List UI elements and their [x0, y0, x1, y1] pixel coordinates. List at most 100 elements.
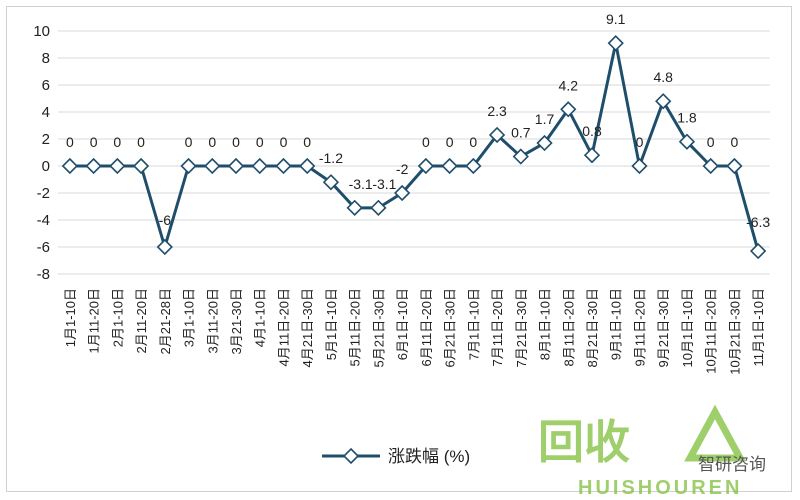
data-point-marker	[61, 157, 78, 175]
x-tick-label: 2月11-20日	[134, 288, 149, 354]
y-tick-label: 4	[42, 104, 50, 121]
data-point-marker	[109, 157, 126, 175]
watermark-title: 回收	[538, 416, 630, 468]
data-point-marker	[346, 199, 363, 216]
data-label: 0	[256, 134, 264, 150]
data-point-marker	[583, 147, 601, 164]
y-tick-label: -6	[37, 239, 50, 256]
x-tick-label: 7月21日-30日	[514, 288, 529, 367]
data-point-marker	[678, 133, 696, 150]
x-tick-label: 8月1日-10日	[538, 288, 553, 360]
chart-frame	[6, 6, 792, 492]
x-tick-label: 3月11-20日	[205, 288, 220, 354]
data-point-marker	[536, 134, 553, 152]
data-label: 0	[90, 134, 98, 150]
legend: 涨跌幅 (%)	[322, 447, 470, 466]
data-label: 0	[113, 134, 121, 150]
data-point-marker	[156, 238, 173, 256]
y-tick-label: -8	[37, 266, 50, 283]
data-point-marker	[560, 101, 577, 118]
x-tick-label: 8月21日-30日	[585, 288, 600, 367]
data-label: -6.3	[746, 214, 770, 230]
data-label: 0	[636, 134, 644, 150]
data-point-marker	[417, 157, 434, 175]
data-point-marker	[512, 148, 529, 165]
x-tick-label: 3月1-10日	[182, 288, 197, 347]
data-point-marker	[441, 157, 458, 175]
data-label: 0.8	[582, 123, 602, 139]
x-tick-label: 1月11-20日	[87, 288, 102, 354]
x-tick-label: 10月11日-20日	[704, 288, 719, 374]
x-tick-label: 10月1日-10日	[680, 288, 695, 367]
data-label: 0.7	[511, 125, 531, 141]
y-tick-label: 2	[42, 131, 50, 148]
data-point-marker	[631, 157, 648, 175]
x-tick-label: 4月11日-20日	[276, 288, 291, 367]
y-tick-label: 0	[42, 158, 50, 175]
x-tick-label: 1月1-10日	[63, 288, 78, 347]
data-label: -1.2	[319, 150, 343, 166]
y-tick-label: 10	[33, 23, 50, 40]
data-label: 2.3	[487, 103, 507, 119]
data-point-marker	[750, 242, 767, 260]
data-label: 0	[446, 134, 454, 150]
x-tick-label: 6月21日-30日	[443, 288, 458, 367]
x-tick-label: 9月21日-30日	[656, 288, 671, 367]
x-tick-label: 6月1日-10日	[395, 288, 410, 360]
x-axis-ticks: 1月1-10日 1月11-20日 2月1-10日 2月11-20日 2月21-28日 3月…	[63, 288, 766, 375]
x-tick-label: 7月1日-10日	[466, 288, 481, 360]
data-point-marker	[322, 174, 340, 191]
data-point-marker	[607, 35, 624, 52]
data-label: 0	[66, 134, 74, 150]
x-tick-label: 5月11日-20日	[348, 288, 363, 367]
x-tick-label: 4月1-10日	[253, 288, 268, 347]
x-tick-label: 11月1日-10日	[751, 288, 766, 367]
y-tick-label: 8	[42, 50, 50, 67]
x-tick-label: 10月21日-30日	[727, 288, 742, 375]
series-layer	[61, 35, 767, 260]
x-tick-label: 5月21日-30日	[371, 288, 386, 367]
x-tick-label: 6月11日-20日	[419, 288, 434, 367]
data-point-marker	[394, 184, 411, 202]
gridlines	[58, 30, 770, 275]
x-tick-label: 9月1日-10日	[609, 288, 624, 360]
data-label: 1.7	[535, 111, 555, 127]
data-label: 0	[731, 134, 739, 150]
data-point-marker	[488, 126, 506, 144]
data-label: 0	[185, 134, 193, 150]
data-point-marker	[275, 157, 292, 175]
y-axis-ticks: 10 8 6 4 2 0 -2 -4 -6 -8	[33, 23, 50, 283]
data-labels: 0 0 0 0-60 0 0 0 0 0-1.2-3.1 -3.1-20 0 02.30.71.74.…	[66, 11, 770, 230]
watermark-logo-icon	[684, 404, 746, 462]
data-label: -2	[396, 161, 409, 177]
data-label: -6	[159, 212, 172, 228]
data-point-marker	[299, 157, 316, 175]
x-tick-label: 3月21-30日	[229, 288, 244, 354]
y-tick-label: -4	[37, 212, 50, 229]
y-tick-label: 6	[42, 77, 50, 94]
watermark-subtitle: HUISHOUREN	[578, 477, 742, 499]
legend-label: 涨跌幅 (%)	[388, 447, 470, 466]
x-tick-label: 4月21日-30日	[300, 288, 315, 367]
data-label: 0	[137, 134, 145, 150]
watermark: 回收 HUISHOUREN 智研咨询	[538, 404, 766, 499]
data-point-marker	[465, 157, 482, 175]
data-point-marker	[227, 157, 245, 175]
x-tick-label: 7月11日-20日	[490, 288, 505, 367]
data-label: 9.1	[606, 11, 626, 27]
data-label: 0	[232, 134, 240, 150]
data-label: 0	[303, 134, 311, 150]
x-tick-label: 2月21-28日	[158, 288, 173, 354]
legend-marker	[342, 447, 360, 465]
data-label: 1.8	[677, 110, 697, 126]
data-point-marker	[702, 157, 719, 175]
data-label: -3.1	[372, 176, 396, 192]
data-point-marker	[180, 157, 197, 175]
data-point-marker	[85, 157, 102, 175]
x-tick-label: 9月11日-20日	[632, 288, 647, 367]
x-tick-label: 5月1日-10日	[324, 288, 339, 360]
data-point-marker	[132, 157, 150, 175]
data-label: 4.2	[559, 77, 579, 93]
x-tick-label: 2月1-10日	[110, 288, 125, 347]
